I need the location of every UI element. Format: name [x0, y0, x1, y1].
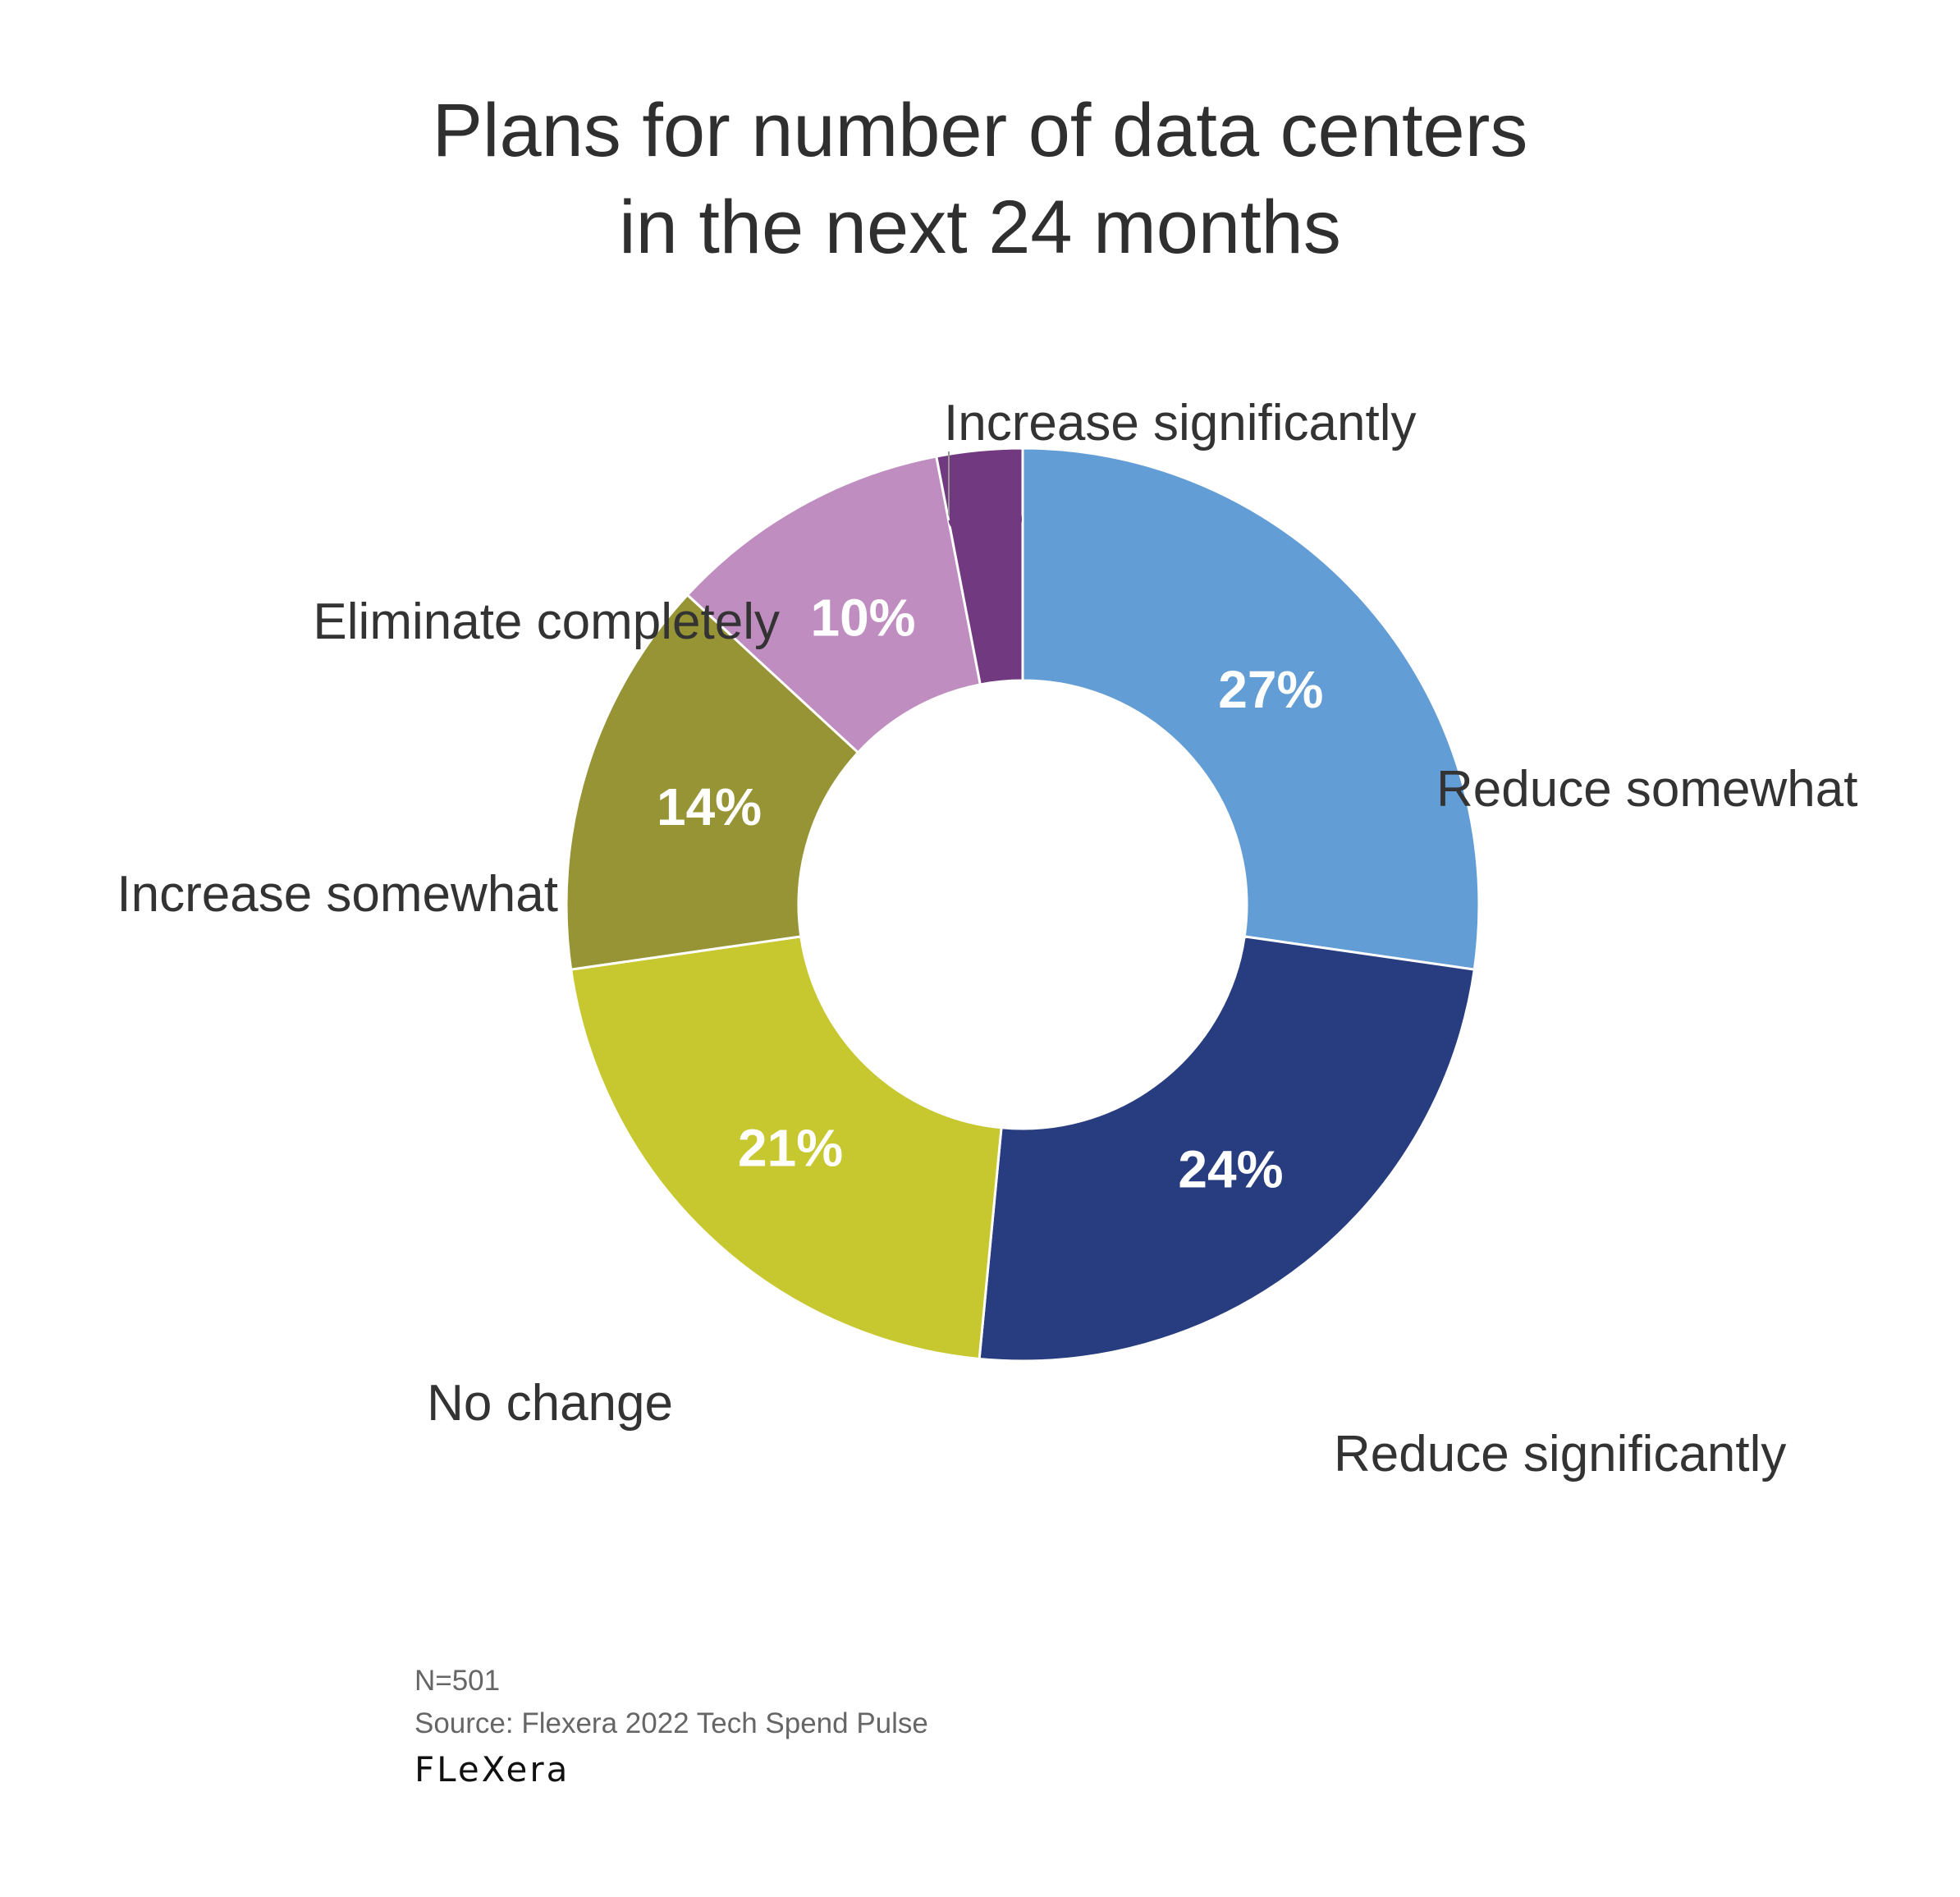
value-label-reduce-somewhat: 27%	[1218, 660, 1323, 719]
slice-eliminate-completely	[685, 455, 982, 754]
category-label-reduce-significantly: Reduce significantly	[1334, 1426, 1786, 1482]
category-label-reduce-somewhat: Reduce somewhat	[1436, 761, 1858, 818]
chart-title: Plans for number of data centers in the …	[0, 82, 1960, 276]
value-label-increase-significantly: 3%	[947, 483, 1024, 542]
chart-title-line1: Plans for number of data centers	[432, 89, 1528, 172]
category-label-increase-somewhat: Increase somewhat	[117, 866, 558, 923]
chart-footer: N=501 Source: Flexera 2022 Tech Spend Pu…	[414, 1660, 928, 1745]
flexera-logo: FLeXera	[414, 1749, 570, 1789]
source-note: Source: Flexera 2022 Tech Spend Pulse	[414, 1707, 928, 1739]
category-label-no-change: No change	[427, 1375, 673, 1432]
slice-increase-somewhat	[565, 593, 860, 971]
value-label-increase-somewhat: 14%	[657, 777, 762, 836]
category-label-eliminate-completely: Eliminate completely	[313, 593, 780, 650]
slice-increase-significantly	[935, 447, 1024, 686]
slice-no-change	[569, 935, 1003, 1361]
chart-title-line2: in the next 24 months	[619, 186, 1341, 269]
slice-reduce-significantly	[978, 935, 1477, 1363]
sample-size-note: N=501	[414, 1665, 501, 1697]
value-label-eliminate-completely: 10%	[810, 588, 915, 647]
slice-reduce-somewhat	[1021, 447, 1481, 971]
value-label-reduce-significantly: 24%	[1178, 1139, 1283, 1198]
value-label-no-change: 21%	[738, 1119, 843, 1178]
category-label-increase-significantly: Increase significantly	[944, 395, 1417, 451]
